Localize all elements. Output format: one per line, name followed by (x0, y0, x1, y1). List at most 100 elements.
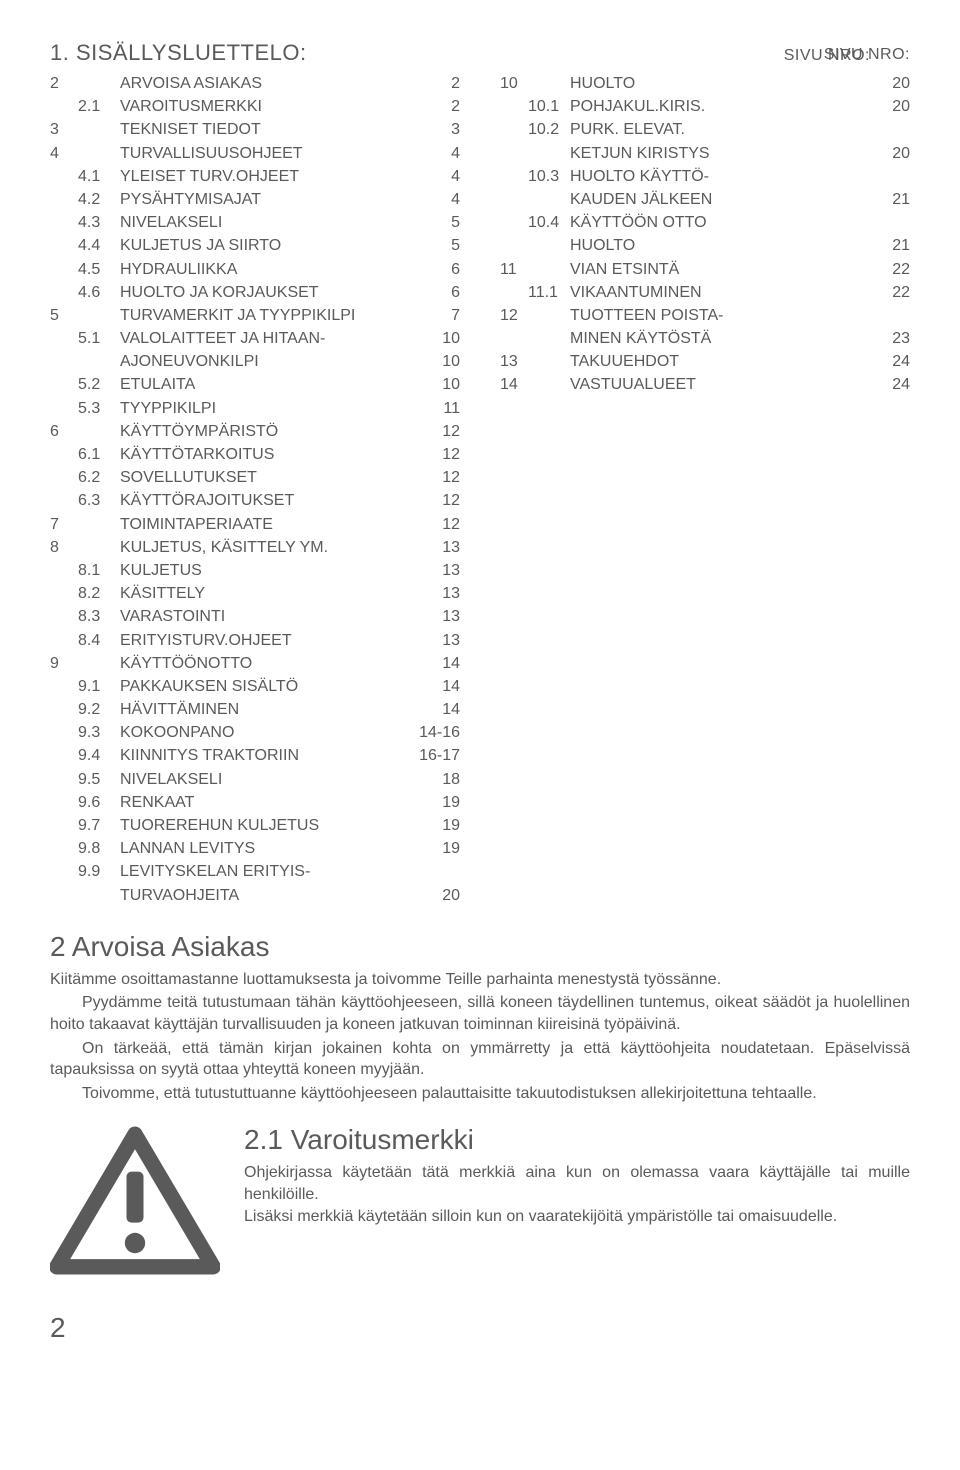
toc-page: 22 (854, 258, 910, 281)
toc-text: HUOLTO (570, 72, 854, 95)
toc-page: 6 (404, 281, 460, 304)
toc-page: 13 (404, 559, 460, 582)
toc-text: ERITYISTURV.OHJEET (120, 629, 404, 652)
toc-inner-num: 9.1 (78, 675, 120, 698)
warning-triangle-icon (50, 1124, 220, 1282)
section-2-heading: 2 Arvoisa Asiakas (50, 931, 910, 963)
toc-row: 3TEKNISET TIEDOT3 (50, 118, 460, 141)
toc-row: 6KÄYTTÖYMPÄRISTÖ12 (50, 420, 460, 443)
toc-inner-num: 8.3 (78, 605, 120, 628)
body-paragraph: Ohjekirjassa käytetään tätä merkkiä aina… (244, 1162, 910, 1205)
toc-outer-num: 13 (500, 350, 528, 373)
toc-row: KETJUN KIRISTYS20 (500, 142, 910, 165)
toc-outer-num: 5 (50, 304, 78, 327)
toc-text: TUOREREHUN KULJETUS (120, 814, 404, 837)
toc-page: 13 (404, 629, 460, 652)
toc-text: KOKOONPANO (120, 721, 404, 744)
toc-page: 2 (404, 95, 460, 118)
toc-text: TURVALLISUUSOHJEET (120, 142, 404, 165)
toc-page: 6 (404, 258, 460, 281)
toc-outer-num: 14 (500, 373, 528, 396)
toc-outer-num (50, 814, 78, 837)
toc-text: TAKUUEHDOT (570, 350, 854, 373)
toc-inner-num: 6.3 (78, 489, 120, 512)
toc-row: MINEN KÄYTÖSTÄ23 (500, 327, 910, 350)
toc-outer-num (500, 281, 528, 304)
toc-page: 21 (854, 234, 910, 257)
toc-text: VIAN ETSINTÄ (570, 258, 854, 281)
toc-outer-num (500, 188, 528, 211)
toc-outer-num (50, 837, 78, 860)
toc-page (854, 118, 910, 141)
toc-outer-num (500, 327, 528, 350)
toc-page: 13 (404, 605, 460, 628)
toc-row: 9.2HÄVITTÄMINEN14 (50, 698, 460, 721)
toc-page: 22 (854, 281, 910, 304)
toc-inner-num: 8.1 (78, 559, 120, 582)
toc-row: 4.1YLEISET TURV.OHJEET4 (50, 165, 460, 188)
toc-inner-num (78, 304, 120, 327)
toc-inner-num: 9.2 (78, 698, 120, 721)
toc-page (854, 211, 910, 234)
toc-inner-num: 4.2 (78, 188, 120, 211)
toc-row: HUOLTO21 (500, 234, 910, 257)
toc-text: RENKAAT (120, 791, 404, 814)
toc-outer-num (500, 142, 528, 165)
toc-inner-num (528, 188, 570, 211)
toc-outer-num: 12 (500, 304, 528, 327)
toc-row: 9.3KOKOONPANO14-16 (50, 721, 460, 744)
toc-text: TEKNISET TIEDOT (120, 118, 404, 141)
toc-row: 9.1PAKKAUKSEN SISÄLTÖ14 (50, 675, 460, 698)
toc-outer-num (50, 95, 78, 118)
toc-page (854, 165, 910, 188)
toc-text: KÄYTTÖÖN OTTO (570, 211, 854, 234)
body-paragraph: Kiitämme osoittamastanne luottamuksesta … (50, 969, 910, 991)
toc-text: VIKAANTUMINEN (570, 281, 854, 304)
toc-inner-num: 8.2 (78, 582, 120, 605)
toc-outer-num (50, 791, 78, 814)
toc-page: 10 (404, 350, 460, 373)
toc-outer-num (50, 258, 78, 281)
toc-page: 3 (404, 118, 460, 141)
toc-inner-num: 9.6 (78, 791, 120, 814)
toc-outer-num (50, 350, 78, 373)
toc-row: 9.5NIVELAKSELI18 (50, 768, 460, 791)
toc-outer-num: 10 (500, 72, 528, 95)
toc-page: 23 (854, 327, 910, 350)
toc-inner-num: 8.4 (78, 629, 120, 652)
toc-inner-num: 4.5 (78, 258, 120, 281)
toc-row: 8.4ERITYISTURV.OHJEET13 (50, 629, 460, 652)
toc-text: POHJAKUL.KIRIS. (570, 95, 854, 118)
toc-inner-num: 10.4 (528, 211, 570, 234)
toc-row: 9.7TUOREREHUN KULJETUS19 (50, 814, 460, 837)
toc-outer-num (50, 698, 78, 721)
toc-row: TURVAOHJEITA20 (50, 884, 460, 907)
toc-page: 13 (404, 582, 460, 605)
toc-text: KIINNITYS TRAKTORIIN (120, 744, 404, 767)
toc-text: PAKKAUKSEN SISÄLTÖ (120, 675, 404, 698)
toc-text: KÄSITTELY (120, 582, 404, 605)
toc-page: 19 (404, 837, 460, 860)
toc-inner-num: 9.7 (78, 814, 120, 837)
toc-inner-num (78, 652, 120, 675)
toc-row: 6.1KÄYTTÖTARKOITUS12 (50, 443, 460, 466)
toc-inner-num (528, 373, 570, 396)
toc-outer-num (50, 211, 78, 234)
toc-text: TURVAMERKIT JA TYYPPIKILPI (120, 304, 404, 327)
toc-row: 6.3KÄYTTÖRAJOITUKSET12 (50, 489, 460, 512)
toc-inner-num: 4.1 (78, 165, 120, 188)
toc-outer-num (50, 188, 78, 211)
toc-inner-num (78, 884, 120, 907)
toc-left-column: 2ARVOISA ASIAKAS22.1VAROITUSMERKKI23TEKN… (50, 72, 460, 907)
toc-row: KAUDEN JÄLKEEN21 (500, 188, 910, 211)
toc-inner-num: 5.1 (78, 327, 120, 350)
toc-text: TYYPPIKILPI (120, 397, 404, 420)
section-2-1-heading: 2.1 Varoitusmerkki (244, 1124, 910, 1156)
toc-page: 19 (404, 791, 460, 814)
toc-outer-num (50, 327, 78, 350)
toc-outer-num (50, 443, 78, 466)
toc-text: NIVELAKSELI (120, 768, 404, 791)
toc-outer-num (500, 118, 528, 141)
toc-outer-num: 4 (50, 142, 78, 165)
toc-text: ETULAITA (120, 373, 404, 396)
